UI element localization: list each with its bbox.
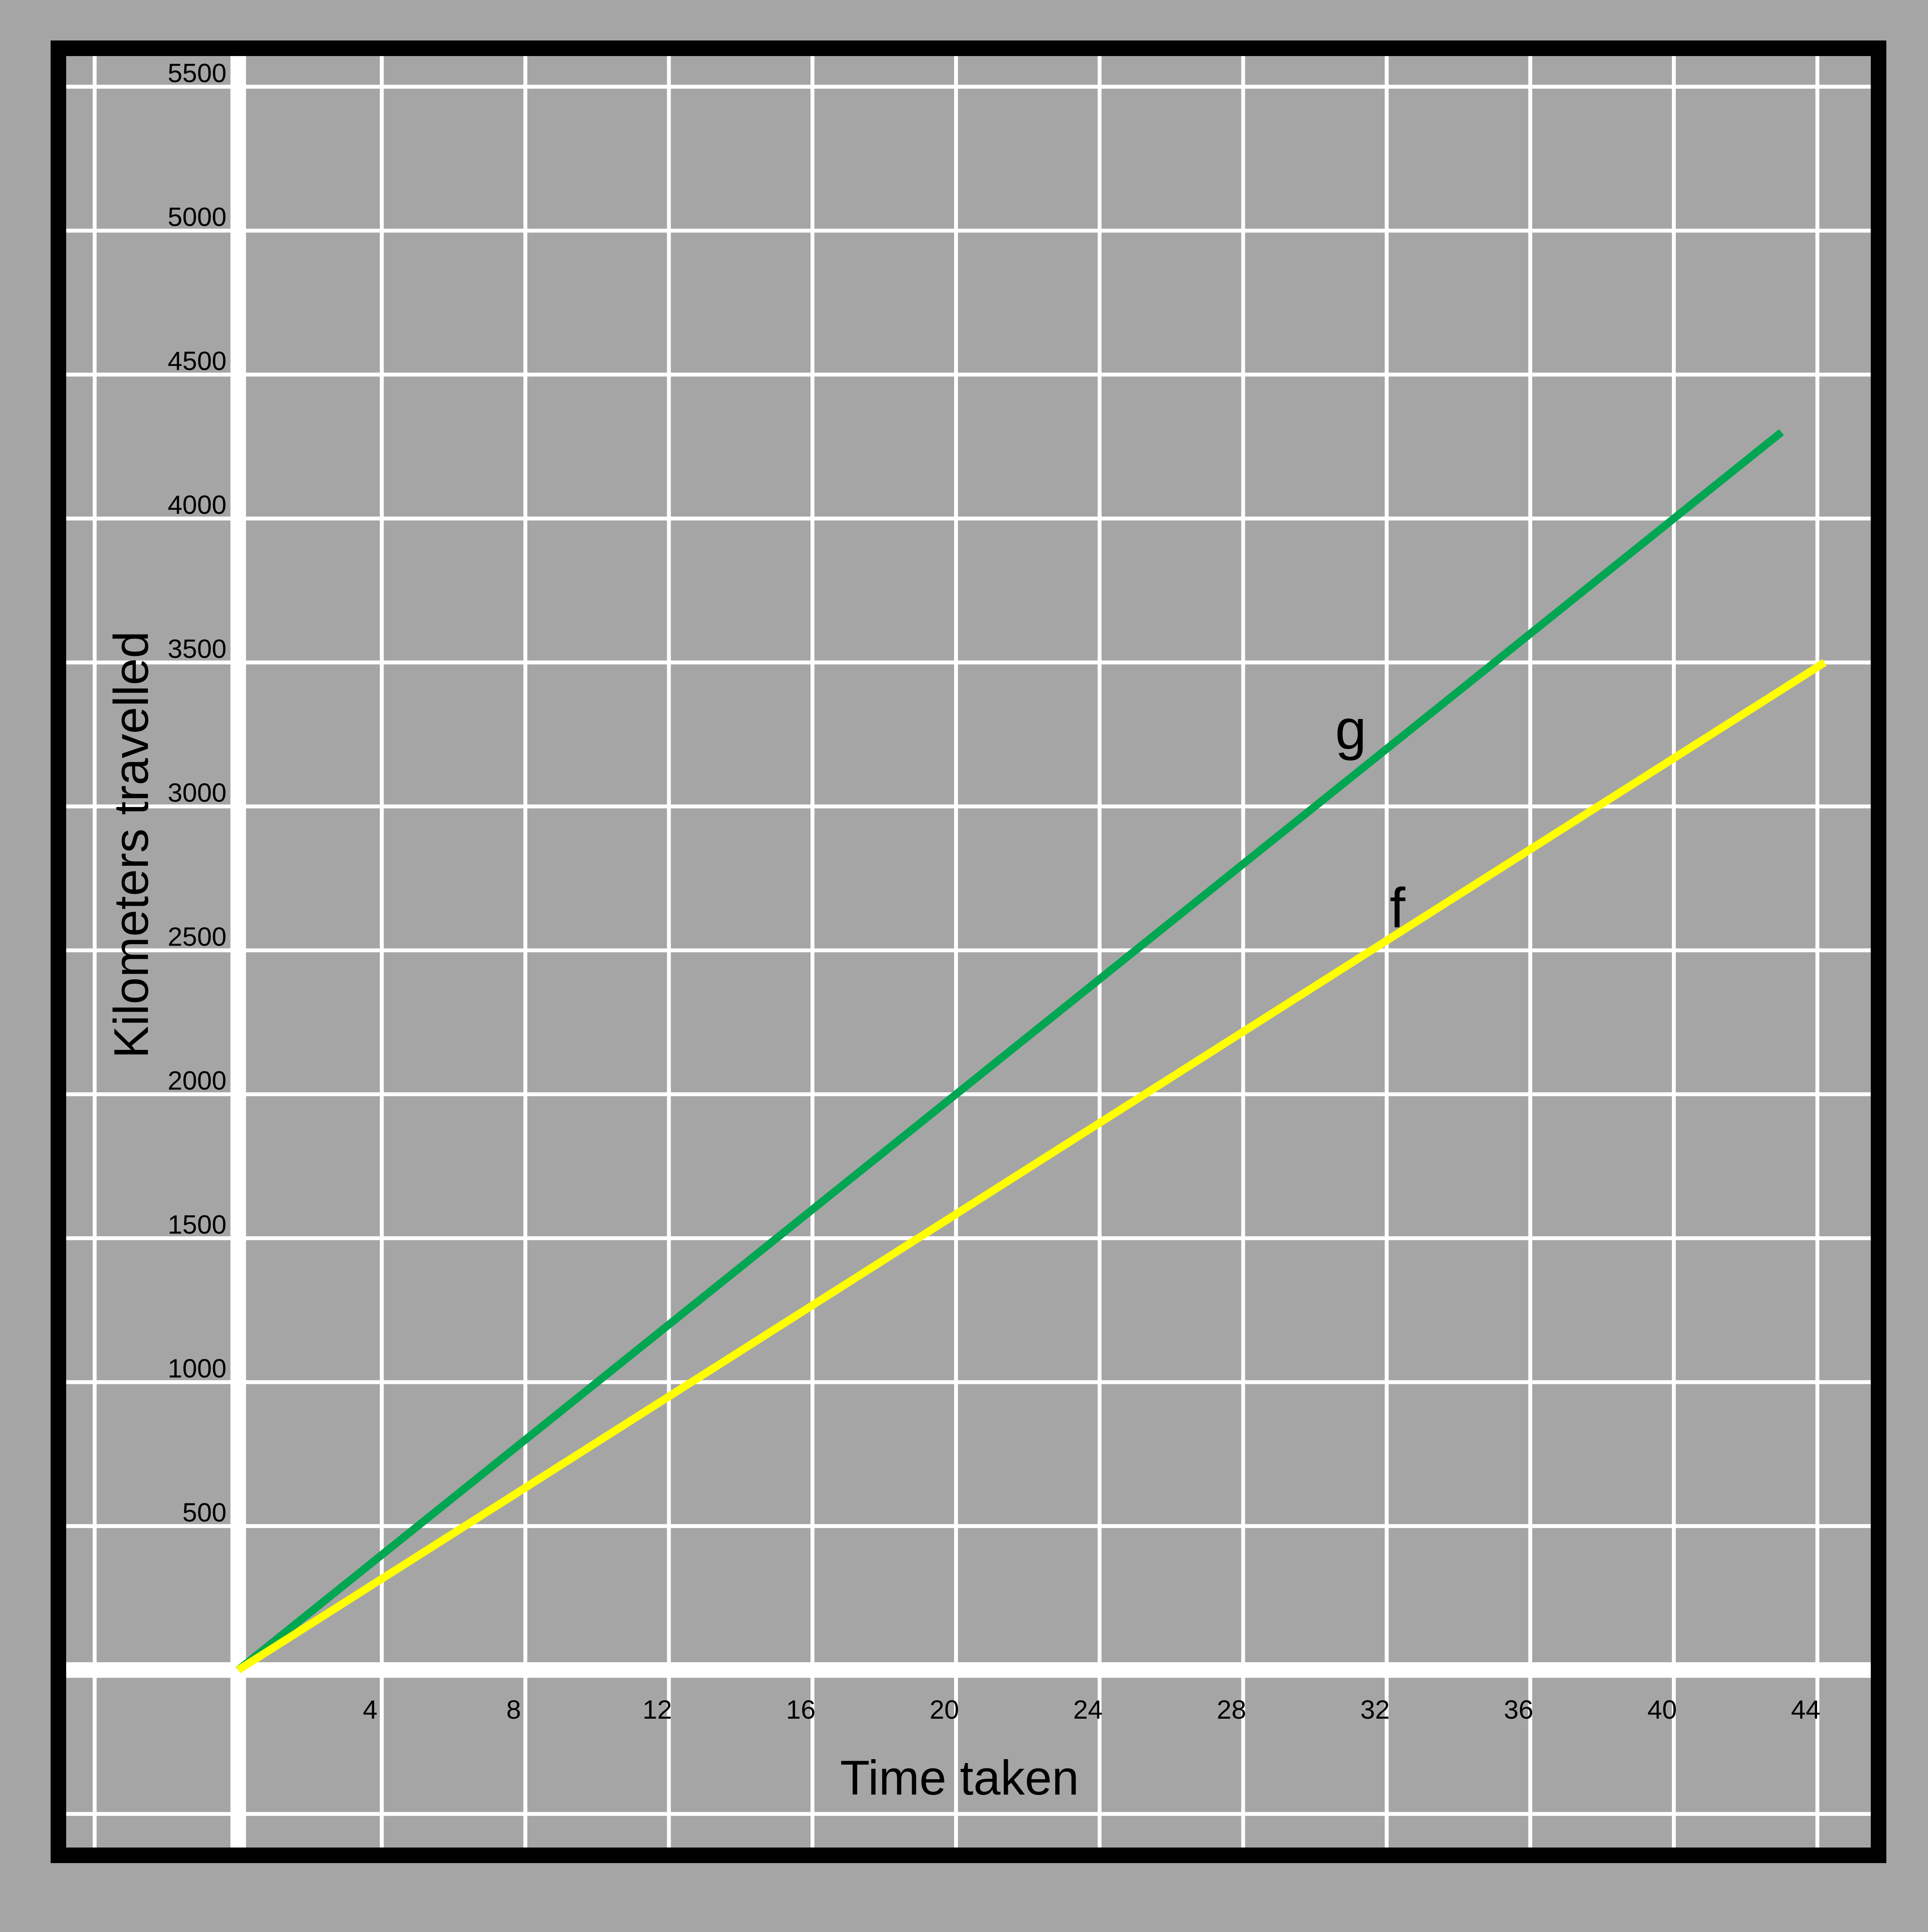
grid [66,56,1871,1848]
x-axis-title: Time taken [840,1751,1079,1805]
series-label-f: f [1390,876,1406,939]
y-tick-label: 1500 [168,1210,227,1239]
series-line-g [236,429,1784,1673]
axes [66,56,1871,1848]
x-tick-label: 32 [1360,1695,1390,1725]
x-tick-label: 36 [1504,1695,1533,1725]
y-tick-label: 4000 [168,490,227,520]
chart-frame [51,40,1886,1863]
x-tick-label: 40 [1647,1695,1677,1725]
y-tick-label: 2500 [168,922,227,951]
tick-labels: 4 8 12 16 20 24 28 32 36 40 44 500 1000 1500 2000 2500 3… [168,58,1821,1725]
y-tick-label: 5000 [168,202,227,232]
x-tick-label: 4 [363,1695,378,1725]
x-tick-label: 24 [1073,1695,1103,1725]
x-tick-label: 16 [786,1695,815,1725]
y-tick-label: 3000 [168,778,227,808]
series-lines: gf [236,429,1827,1674]
x-tick-label: 8 [506,1695,521,1725]
series-line-f [236,659,1827,1674]
x-tick-label: 44 [1791,1695,1821,1725]
y-tick-label: 3500 [168,634,227,664]
x-tick-label: 12 [643,1695,672,1725]
series-label-g: g [1335,698,1367,761]
y-tick-label: 500 [183,1498,227,1527]
x-tick-label: 20 [930,1695,959,1725]
y-axis-title: Kilometers travelled [104,631,158,1058]
y-tick-label: 5500 [168,58,227,88]
x-tick-label: 28 [1217,1695,1246,1725]
y-tick-label: 1000 [168,1354,227,1384]
y-tick-label: 4500 [168,346,227,376]
y-tick-label: 2000 [168,1066,227,1095]
